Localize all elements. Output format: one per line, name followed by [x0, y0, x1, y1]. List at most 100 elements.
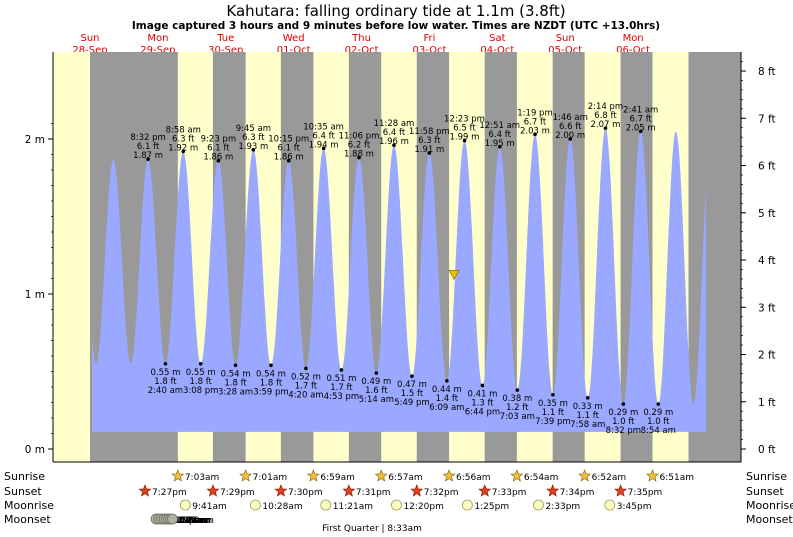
low-tide-point	[480, 383, 485, 388]
high-tide-m: 2.07 m	[591, 120, 621, 130]
low-tide-point	[304, 366, 308, 371]
high-tide-point	[357, 155, 361, 160]
sunrise-time: 7:01am	[253, 473, 288, 483]
high-tide-ft: 6.1 ft	[137, 142, 160, 152]
low-tide-time: 8:32 pm	[606, 426, 641, 436]
high-tide-time: 11:28 am	[374, 119, 415, 129]
high-tide-point	[321, 146, 326, 151]
low-tide-m: 0.49 m	[361, 377, 391, 387]
sunrise-time: 6:56am	[456, 473, 491, 483]
day-date: 29-Sep	[140, 45, 175, 56]
day-date: 02-Oct	[345, 45, 379, 56]
sunset-time: 7:30pm	[288, 488, 323, 498]
moonrise-moon-icon	[391, 499, 402, 511]
low-tide-m: 0.55 m	[186, 368, 216, 378]
high-tide-time: 2:41 am	[623, 105, 658, 115]
sunrise-time: 7:03am	[185, 473, 220, 483]
high-tide-m: 1.96 m	[379, 137, 409, 147]
high-tide-time: 12:51 am	[479, 121, 520, 131]
moonset-time: 4:31am	[178, 516, 213, 526]
moon-phase: First Quarter | 8:33am	[322, 524, 422, 534]
row-label-sunset-right: Sunset	[746, 485, 784, 498]
low-tide-point	[621, 402, 626, 406]
low-tide-point	[551, 392, 555, 397]
sunrise-star-icon	[578, 469, 592, 482]
high-tide-time: 11:58 pm	[409, 127, 450, 137]
sunset-star-icon	[342, 484, 356, 497]
low-tide-point	[374, 371, 379, 375]
high-tide-time: 8:58 am	[166, 125, 201, 135]
low-tide-ft: 1.6 ft	[365, 386, 388, 396]
low-tide-point	[410, 374, 414, 378]
row-label-moonrise-right: Moonrise	[746, 499, 793, 512]
moonrise-moon-icon	[461, 499, 473, 511]
moonrise-time: 1:25pm	[474, 502, 509, 512]
high-tide-ft: 6.1 ft	[278, 144, 301, 154]
moonset-time: 5:09am	[179, 516, 214, 526]
day-date: 04-Oct	[480, 45, 514, 56]
moonset-time: 1:19am	[169, 516, 204, 526]
high-tide-m: 2.03 m	[520, 126, 550, 136]
high-tide-point	[392, 143, 396, 147]
day-date: 05-Oct	[548, 45, 582, 56]
moonrise-time: 12:20pm	[403, 502, 443, 512]
moonset-moon-icon	[167, 513, 178, 525]
low-tide-m: 0.35 m	[538, 399, 568, 409]
high-tide-ft: 6.5 ft	[453, 124, 476, 134]
low-tide-ft: 1.7 ft	[295, 381, 318, 391]
high-tide-m: 1.87 m	[133, 151, 163, 161]
sunset-star-icon	[410, 484, 424, 497]
low-tide-m: 0.33 m	[573, 402, 603, 412]
low-tide-ft: 1.8 ft	[154, 377, 177, 387]
low-tide-ft: 1.0 ft	[612, 417, 635, 427]
low-tide-m: 0.51 m	[326, 374, 356, 384]
high-tide-point	[603, 126, 608, 130]
day-name: Thu	[351, 33, 371, 44]
day-name: Sun	[556, 33, 575, 44]
row-label-moonset-right: Moonset	[746, 513, 793, 526]
y-tick-label-m: 1 m	[25, 289, 45, 301]
low-tide-ft: 1.1 ft	[577, 411, 600, 421]
row-label-sunrise-left: Sunrise	[4, 470, 45, 483]
day-name: Mon	[147, 33, 168, 44]
low-tide-ft: 1.8 ft	[260, 378, 283, 388]
high-tide-point	[497, 144, 502, 149]
sunrise-star-icon	[306, 469, 320, 482]
sunset-time: 7:32pm	[424, 488, 459, 498]
moonset-time: 3:49am	[176, 516, 211, 526]
low-tide-ft: 1.4 ft	[436, 394, 459, 404]
row-label-sunset-left: Sunset	[4, 485, 42, 498]
sunset-star-icon	[138, 484, 152, 497]
current-tide-marker	[448, 270, 460, 281]
moonrise-time: 10:28am	[262, 502, 302, 512]
day-labels: Sun28-SepMon29-SepTue30-SepWed01-OctThu0…	[72, 33, 650, 56]
moonset-time: 3:03am	[174, 516, 209, 526]
high-tide-m: 1.94 m	[309, 140, 339, 150]
sunrise-star-icon	[442, 469, 456, 482]
y-tick-label-ft: 1 ft	[758, 397, 776, 409]
y-tick-label-ft: 7 ft	[758, 113, 776, 125]
low-tide-time: 3:28 am	[218, 387, 253, 397]
sunset-time: 7:29pm	[220, 488, 255, 498]
high-tide-point	[146, 157, 150, 161]
y-tick-label-ft: 0 ft	[758, 444, 776, 456]
low-tide-time: 3:08 pm	[183, 386, 218, 396]
low-tide-ft: 1.2 ft	[506, 403, 529, 413]
moonrise-moon-icon	[320, 499, 332, 511]
low-tide-time: 7:03 am	[500, 412, 535, 422]
high-tide-time: 1:46 am	[553, 113, 588, 123]
low-tide-ft: 1.0 ft	[647, 417, 670, 427]
y-tick-label-ft: 5 ft	[758, 208, 776, 220]
y-tick-label-ft: 2 ft	[758, 350, 776, 362]
sunset-time: 7:27pm	[152, 488, 187, 498]
day-name: Wed	[283, 33, 305, 44]
moonset-time: 12:22am	[166, 516, 206, 526]
day-date: 06-Oct	[616, 45, 650, 56]
sunrise-star-icon	[239, 469, 253, 482]
sunset-star-icon	[478, 484, 492, 497]
low-tide-ft: 1.7 ft	[330, 383, 353, 393]
low-tide-time: 2:40 am	[148, 386, 183, 396]
sunset-star-icon	[274, 484, 288, 497]
moonrise-moon-icon	[533, 499, 544, 511]
